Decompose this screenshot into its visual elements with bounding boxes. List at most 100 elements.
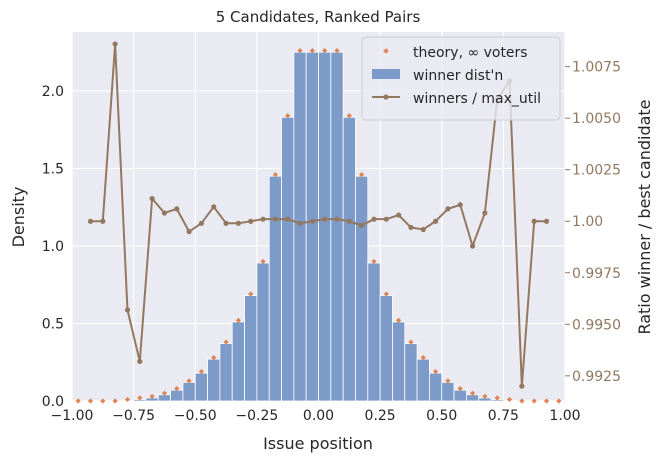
theory-point xyxy=(75,398,81,404)
ratio-point xyxy=(383,216,389,222)
ratio-point xyxy=(137,358,143,365)
ratio-point xyxy=(87,218,94,224)
ratio-point xyxy=(531,218,537,224)
theory-point xyxy=(223,339,229,345)
theory-point xyxy=(445,378,451,384)
ratio-point xyxy=(359,222,365,228)
legend-theory-diamond xyxy=(383,48,389,54)
theory-point xyxy=(371,258,377,265)
theory-point xyxy=(494,395,500,401)
legend-ratio-marker xyxy=(383,94,389,100)
theory-point xyxy=(87,398,94,404)
histogram-bar xyxy=(231,321,245,402)
theory-point xyxy=(174,385,180,392)
histogram-bar xyxy=(318,51,332,402)
theory-point xyxy=(297,48,303,54)
theory-point xyxy=(211,354,217,361)
legend-bar-swatch xyxy=(372,69,400,79)
theory-point xyxy=(420,354,426,361)
histogram-bar xyxy=(268,175,282,402)
theory-point xyxy=(260,258,266,265)
histogram-bar xyxy=(207,358,221,402)
y-tick-label: 0.5 xyxy=(42,316,64,332)
theory-point xyxy=(432,368,439,375)
ratio-point xyxy=(469,243,476,249)
legend-theory-marker xyxy=(383,48,389,54)
theory-point xyxy=(359,172,365,178)
theory-points xyxy=(75,48,562,404)
histogram-bar xyxy=(379,295,393,402)
ratio-point xyxy=(100,218,106,224)
x-tick-label: −0.75 xyxy=(112,408,155,424)
ratio-point xyxy=(519,383,525,389)
histogram-bar xyxy=(355,175,369,402)
x-tick-label: 1.00 xyxy=(549,408,580,424)
ratio-point xyxy=(334,216,340,222)
theory-point xyxy=(457,385,463,392)
ratio-point xyxy=(272,216,278,222)
y-axis-label: Density xyxy=(9,187,28,248)
ratio-point xyxy=(371,216,377,222)
theory-point xyxy=(469,390,476,396)
ratio-point xyxy=(396,212,402,218)
legend-label-theory: theory, ∞ voters xyxy=(413,45,528,61)
theory-point xyxy=(334,48,340,54)
ratio-point xyxy=(248,218,254,224)
legend: theory, ∞ voters winner dist'n winners /… xyxy=(361,36,561,121)
theory-point xyxy=(137,395,143,401)
theory-point xyxy=(285,113,291,119)
histogram-bar xyxy=(453,389,467,402)
x-tick-label: 0.75 xyxy=(488,408,519,424)
ratio-point xyxy=(482,210,488,216)
theory-point xyxy=(556,398,562,404)
x-tick-label: −0.25 xyxy=(235,408,278,424)
theory-point xyxy=(124,396,131,403)
ratio-line xyxy=(87,41,550,389)
y2-tick-label: 0.9975 xyxy=(572,266,621,282)
ratio-point xyxy=(223,220,229,226)
histogram-bar xyxy=(330,51,344,402)
y2-tick-label: 1.00 xyxy=(572,214,603,230)
ratio-point xyxy=(445,206,451,212)
theory-point xyxy=(235,317,241,323)
ratio-point xyxy=(408,224,414,231)
theory-point xyxy=(531,398,537,404)
ratio-point xyxy=(297,220,303,226)
ratio-point xyxy=(174,206,180,212)
y-tick-label: 0.0 xyxy=(42,394,64,410)
theory-point xyxy=(543,398,550,404)
legend-label-winner-dist: winner dist'n xyxy=(413,68,503,84)
theory-point xyxy=(112,398,118,404)
ratio-point xyxy=(161,210,168,216)
theory-point xyxy=(100,398,106,404)
histogram-bar xyxy=(305,51,319,402)
histogram-bar xyxy=(441,381,455,402)
histogram-bar xyxy=(367,262,381,402)
ratio-point xyxy=(186,228,192,235)
x-tick-label: 0.25 xyxy=(365,408,396,424)
theory-point xyxy=(186,378,192,384)
y2-tick-label: 0.9950 xyxy=(572,317,621,333)
ratio-point xyxy=(149,195,155,202)
ratio-point xyxy=(309,218,315,224)
ratio-point xyxy=(285,216,291,222)
theory-point xyxy=(149,393,155,399)
ratio-point xyxy=(112,41,118,47)
y-tick-label: 2.0 xyxy=(42,84,64,100)
theory-point xyxy=(346,113,352,119)
theory-point xyxy=(272,172,278,178)
theory-point xyxy=(322,48,328,54)
theory-point xyxy=(248,291,254,297)
chart-title: 5 Candidates, Ranked Pairs xyxy=(216,8,421,26)
ratio-point xyxy=(211,204,217,210)
histogram-bar xyxy=(293,51,307,402)
legend-label-ratio: winners / max_util xyxy=(413,91,541,107)
y2-tick-label: 1.0050 xyxy=(572,111,621,127)
y-tick-label: 1.0 xyxy=(42,239,64,255)
legend-box xyxy=(361,36,561,121)
y2-axis-ticks: 0.9925 0.9950 0.9975 1.00 1.0025 1.0050 1.0075 xyxy=(565,60,621,385)
theory-point xyxy=(309,48,315,54)
ratio-point xyxy=(432,218,439,224)
y2-tick-label: 1.0075 xyxy=(572,60,621,76)
ratio-point xyxy=(457,202,463,208)
